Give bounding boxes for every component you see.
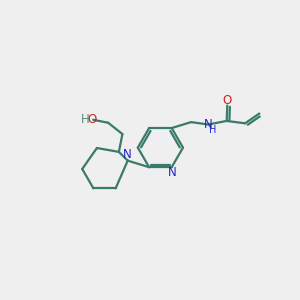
Text: H: H bbox=[209, 125, 217, 135]
Text: N: N bbox=[168, 166, 177, 179]
Text: H: H bbox=[81, 113, 89, 126]
Text: N: N bbox=[204, 118, 213, 131]
Text: N: N bbox=[123, 148, 132, 161]
Text: O: O bbox=[87, 113, 96, 126]
Text: O: O bbox=[223, 94, 232, 106]
